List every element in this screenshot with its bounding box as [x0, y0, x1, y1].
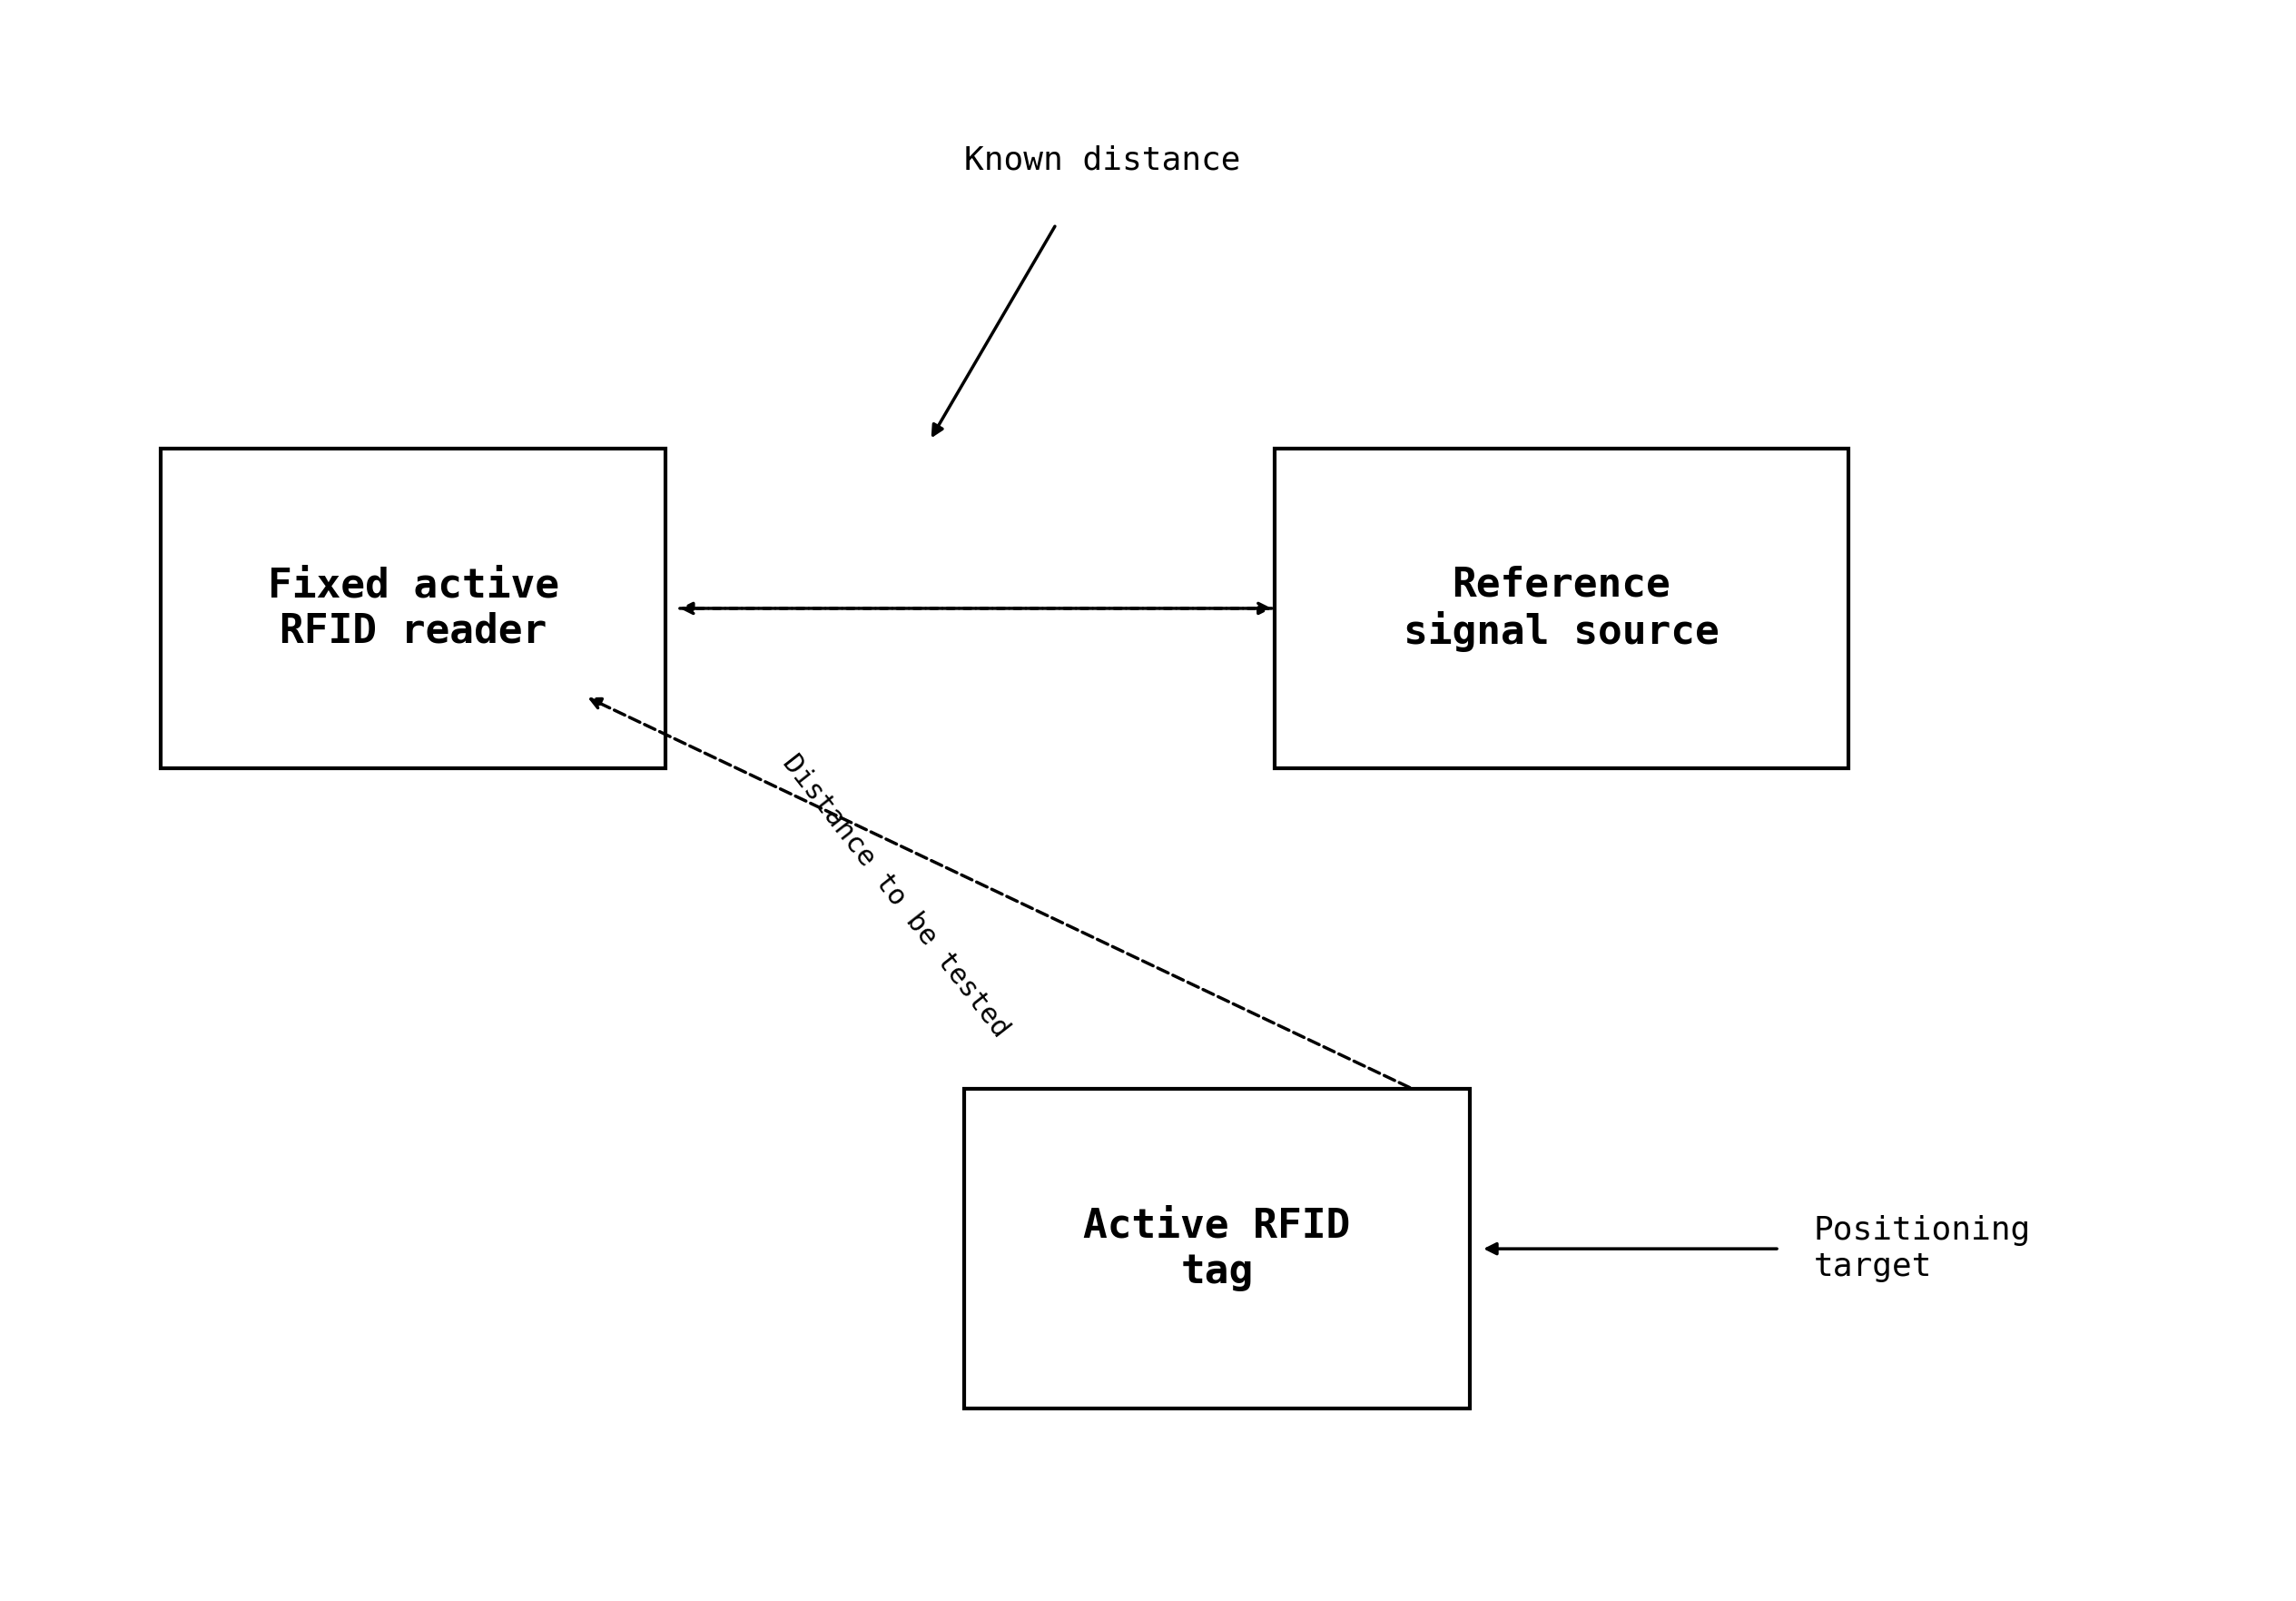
Text: Active RFID
tag: Active RFID tag: [1084, 1207, 1350, 1290]
FancyBboxPatch shape: [161, 448, 666, 768]
Text: Distance to be tested: Distance to be tested: [778, 751, 1013, 1042]
Text: Positioning
target: Positioning target: [1814, 1215, 2032, 1282]
FancyBboxPatch shape: [964, 1089, 1469, 1409]
FancyBboxPatch shape: [1274, 448, 1848, 768]
Text: Fixed active
RFID reader: Fixed active RFID reader: [269, 567, 558, 650]
Text: Reference
signal source: Reference signal source: [1403, 565, 1720, 652]
Text: Known distance: Known distance: [964, 144, 1240, 176]
